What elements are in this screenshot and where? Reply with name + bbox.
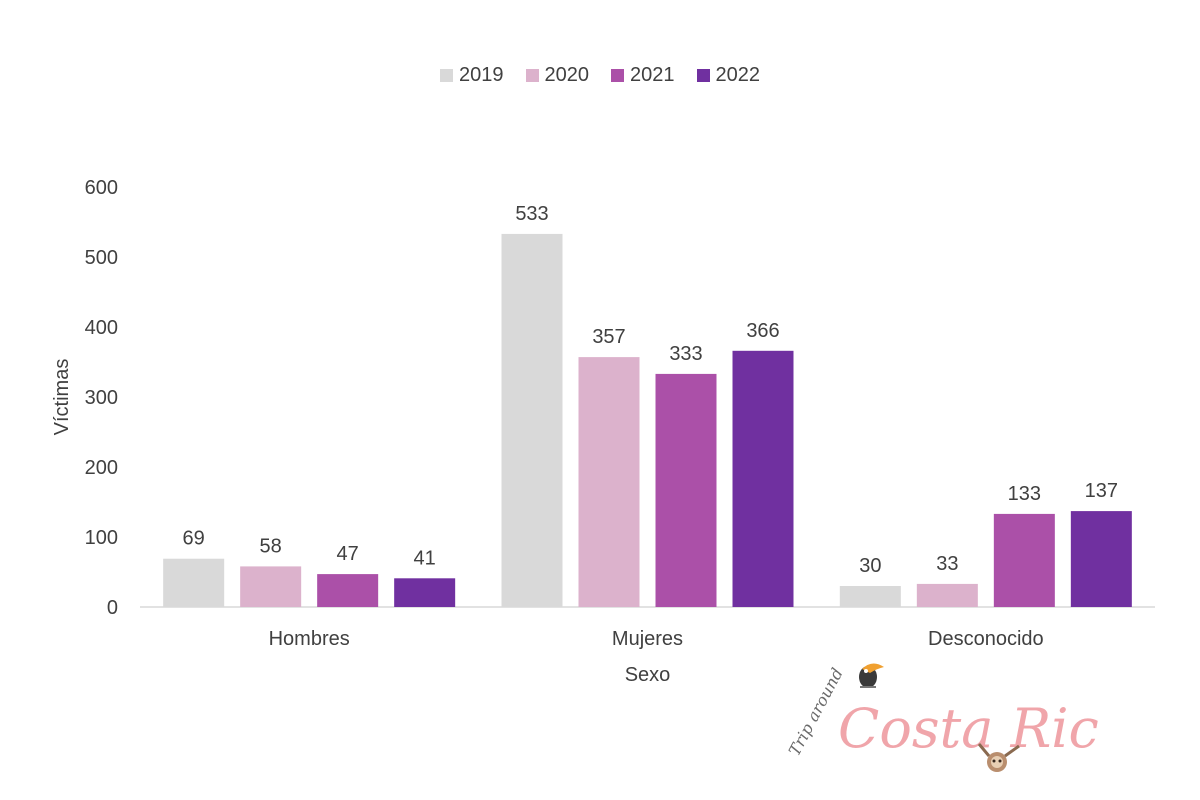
x-tick-label: Hombres	[269, 628, 350, 650]
legend-item-2020: 2020	[525, 64, 590, 87]
y-tick-label: 200	[85, 457, 118, 479]
y-tick-label: 600	[85, 177, 118, 199]
legend-label: 2020	[544, 64, 590, 86]
bar-2021-desconocido	[993, 513, 1055, 607]
data-label: 30	[859, 555, 881, 577]
x-tick-label: Desconocido	[928, 628, 1044, 650]
x-tick-label: Mujeres	[612, 628, 683, 650]
y-axis-title: Víctimas	[51, 359, 73, 436]
legend-swatch	[525, 69, 539, 82]
chart-legend: 2019 2020 2021 2022	[0, 64, 1200, 87]
legend-item-2019: 2019	[440, 64, 504, 87]
legend-label: 2021	[630, 64, 675, 86]
data-label: 533	[515, 203, 548, 225]
bar-2019-hombres	[163, 558, 225, 607]
y-tick-label: 0	[107, 597, 118, 619]
data-label: 33	[936, 553, 958, 575]
y-tick-label: 500	[85, 247, 118, 269]
bar-2021-hombres	[317, 574, 379, 607]
data-label: 137	[1085, 480, 1118, 502]
data-label: 47	[337, 543, 359, 565]
legend-item-2021: 2021	[611, 64, 675, 87]
data-label: 58	[260, 535, 282, 557]
legend-swatch	[440, 69, 453, 82]
data-label: 333	[669, 343, 702, 365]
sloth-icon	[977, 743, 1020, 772]
data-label: 69	[183, 528, 205, 550]
data-label: 41	[414, 547, 436, 569]
bar-2022-hombres	[394, 578, 456, 607]
bar-2020-desconocido	[916, 583, 978, 607]
bar-2020-mujeres	[578, 357, 640, 607]
costa-rica-watermark-logo: Trip around Costa Rica	[785, 663, 1100, 772]
toucan-icon	[859, 663, 884, 688]
y-tick-label: 100	[85, 527, 118, 549]
data-label: 357	[592, 326, 625, 348]
y-tick-label: 400	[85, 317, 118, 339]
bar-2022-desconocido	[1070, 511, 1132, 607]
watermark-brand-text: Costa Rica	[838, 697, 1100, 760]
data-label: 133	[1008, 483, 1041, 505]
legend-swatch	[696, 69, 710, 82]
legend-label: 2022	[715, 64, 761, 86]
x-axis-title: Sexo	[625, 664, 671, 686]
bar-2022-mujeres	[732, 350, 794, 607]
data-label: 366	[746, 320, 779, 342]
legend-swatch	[611, 69, 624, 82]
bar-2019-desconocido	[839, 586, 901, 607]
y-tick-label: 300	[85, 387, 118, 409]
legend-item-2022: 2022	[696, 64, 761, 87]
bar-2019-mujeres	[501, 233, 563, 607]
bar-2021-mujeres	[655, 373, 717, 607]
legend-label: 2019	[459, 64, 504, 86]
bar-2020-hombres	[240, 566, 302, 607]
